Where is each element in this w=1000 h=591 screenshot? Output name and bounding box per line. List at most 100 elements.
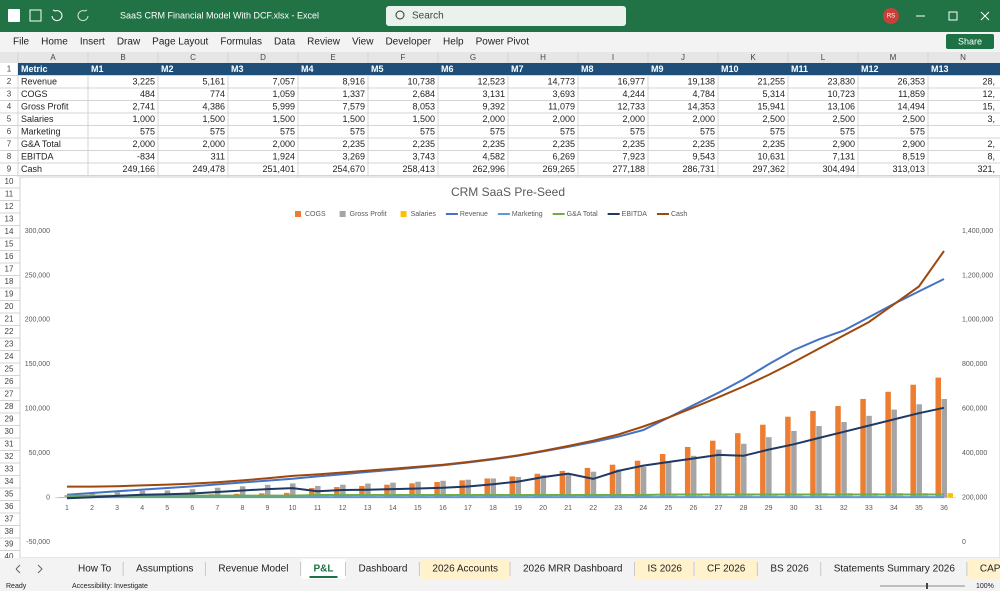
- row-number[interactable]: 1: [7, 64, 12, 73]
- cell[interactable]: 774: [210, 89, 225, 99]
- cell[interactable]: 10,723: [827, 89, 855, 99]
- cell[interactable]: 8,053: [412, 101, 435, 111]
- cell[interactable]: 575: [210, 126, 225, 136]
- cell[interactable]: 9,543: [692, 151, 715, 161]
- row-number[interactable]: 13: [5, 214, 14, 223]
- row-number[interactable]: 25: [5, 364, 14, 373]
- row-number[interactable]: 28: [5, 402, 14, 411]
- tab-background[interactable]: [511, 559, 635, 579]
- row-number[interactable]: 4: [7, 102, 12, 111]
- row-number[interactable]: 3: [7, 89, 12, 98]
- column-letter[interactable]: E: [330, 53, 335, 62]
- cell[interactable]: 269,265: [542, 164, 575, 174]
- menu-item[interactable]: Data: [274, 37, 296, 48]
- header-cell[interactable]: M5: [371, 64, 384, 74]
- cell[interactable]: 2,684: [412, 89, 435, 99]
- column-letter[interactable]: K: [750, 53, 756, 62]
- tab-background[interactable]: [301, 559, 346, 579]
- cell[interactable]: 575: [700, 126, 715, 136]
- column-letter[interactable]: F: [401, 53, 406, 62]
- cell[interactable]: 575: [140, 126, 155, 136]
- row-number[interactable]: 34: [5, 477, 14, 486]
- column-letter[interactable]: C: [190, 53, 196, 62]
- tab-background[interactable]: [420, 559, 510, 579]
- row-number[interactable]: 26: [5, 377, 14, 386]
- zoom-thumb[interactable]: [926, 583, 928, 589]
- excel-icon[interactable]: [8, 9, 20, 22]
- cell[interactable]: Revenue: [21, 76, 57, 86]
- tab-background[interactable]: [346, 559, 420, 579]
- cell[interactable]: 2,000: [692, 114, 715, 124]
- cell[interactable]: 9,392: [482, 101, 505, 111]
- cell[interactable]: 2,: [987, 139, 995, 149]
- row-number[interactable]: 11: [5, 189, 14, 198]
- row-number[interactable]: 37: [5, 514, 14, 523]
- tab-background[interactable]: [694, 559, 758, 579]
- chart-area[interactable]: [19, 176, 1000, 559]
- user-avatar[interactable]: [883, 8, 899, 24]
- column-letter[interactable]: I: [612, 53, 614, 62]
- cell[interactable]: 15,: [982, 101, 995, 111]
- header-cell[interactable]: M9: [651, 64, 664, 74]
- header-cell[interactable]: M1: [91, 64, 104, 74]
- cell[interactable]: 6,269: [552, 151, 575, 161]
- cell[interactable]: 2,235: [482, 139, 505, 149]
- cell[interactable]: 21,255: [757, 76, 785, 86]
- column-letter[interactable]: M: [890, 53, 897, 62]
- cell[interactable]: 15,941: [757, 101, 785, 111]
- cell[interactable]: -834: [137, 151, 155, 161]
- cell[interactable]: 10,738: [407, 76, 435, 86]
- cell[interactable]: 313,013: [892, 164, 925, 174]
- sheet-tab[interactable]: CF 2026: [707, 564, 746, 575]
- tab-background[interactable]: [821, 559, 967, 579]
- cell[interactable]: 2,500: [902, 114, 925, 124]
- cell[interactable]: 3,131: [482, 89, 505, 99]
- cell[interactable]: 2,900: [902, 139, 925, 149]
- cell[interactable]: 2,000: [622, 114, 645, 124]
- row-number[interactable]: 15: [5, 239, 14, 248]
- row-number[interactable]: 35: [5, 489, 14, 498]
- cell[interactable]: 2,900: [832, 139, 855, 149]
- cell[interactable]: 3,225: [132, 76, 155, 86]
- column-letter[interactable]: H: [540, 53, 546, 62]
- menu-item[interactable]: Home: [41, 37, 68, 48]
- row-number[interactable]: 24: [5, 352, 14, 361]
- cell[interactable]: 12,: [982, 89, 995, 99]
- cell[interactable]: 8,916: [342, 76, 365, 86]
- cell[interactable]: 575: [630, 126, 645, 136]
- cell[interactable]: 13,106: [827, 101, 855, 111]
- cell[interactable]: 1,337: [342, 89, 365, 99]
- header-cell[interactable]: M4: [301, 64, 314, 74]
- menu-item[interactable]: Draw: [117, 37, 141, 48]
- cell[interactable]: 311: [211, 151, 225, 161]
- sheet-tab[interactable]: IS 2026: [648, 564, 683, 575]
- undo-icon[interactable]: [51, 9, 63, 22]
- cell[interactable]: 277,188: [612, 164, 645, 174]
- cell[interactable]: 2,000: [552, 114, 575, 124]
- header-cell[interactable]: M8: [581, 64, 594, 74]
- menu-item[interactable]: Review: [307, 37, 341, 48]
- cell[interactable]: 14,494: [897, 101, 925, 111]
- row-number[interactable]: 19: [5, 289, 14, 298]
- cell[interactable]: 16,977: [617, 76, 645, 86]
- header-cell[interactable]: M2: [161, 64, 174, 74]
- close-button[interactable]: [980, 11, 990, 21]
- header-cell[interactable]: M3: [231, 64, 244, 74]
- row-number[interactable]: 29: [5, 414, 14, 423]
- cell[interactable]: 4,244: [622, 89, 645, 99]
- sheet-tab[interactable]: P&L: [313, 564, 333, 575]
- menu-item[interactable]: Help: [443, 37, 464, 48]
- row-number[interactable]: 16: [5, 252, 14, 261]
- row-number[interactable]: 40: [5, 552, 14, 561]
- cell[interactable]: 575: [770, 126, 785, 136]
- share-button[interactable]: [946, 34, 994, 49]
- row-number[interactable]: 2: [7, 77, 12, 86]
- cell[interactable]: 2,000: [482, 114, 505, 124]
- cell[interactable]: 12,733: [617, 101, 645, 111]
- cell[interactable]: 575: [280, 126, 295, 136]
- save-icon[interactable]: [29, 9, 42, 22]
- row-number[interactable]: 38: [5, 527, 14, 536]
- row-number[interactable]: 12: [5, 202, 14, 211]
- cell[interactable]: Salaries: [21, 114, 54, 124]
- cell[interactable]: 5,314: [762, 89, 785, 99]
